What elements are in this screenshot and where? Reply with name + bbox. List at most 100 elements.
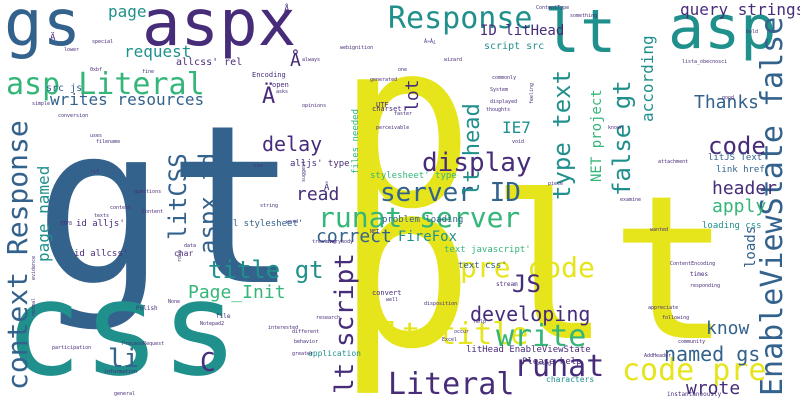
cloud-word: context Response bbox=[1, 120, 34, 390]
cloud-word: evidence bbox=[31, 255, 37, 280]
cloud-word: context bbox=[110, 205, 132, 211]
cloud-word: wanted bbox=[650, 227, 669, 233]
cloud-word: Polish bbox=[136, 305, 158, 312]
cloud-word: rel stylesheet' bbox=[222, 219, 304, 229]
cloud-word: greater bbox=[292, 351, 314, 357]
cloud-word: research bbox=[316, 315, 341, 321]
cloud-word: char bbox=[174, 249, 194, 258]
cloud-word: Ã bbox=[324, 183, 330, 193]
cloud-word: disposition bbox=[424, 301, 458, 307]
cloud-word: Ä bbox=[262, 84, 276, 109]
cloud-word: examine bbox=[620, 197, 642, 203]
cloud-word: ID litHead bbox=[480, 23, 565, 39]
cloud-word: stylesheet' type bbox=[370, 171, 457, 181]
cloud-word: faster bbox=[394, 111, 413, 117]
cloud-word: gs bbox=[4, 0, 82, 61]
cloud-word: different bbox=[292, 329, 320, 335]
cloud-word: lot bbox=[402, 79, 423, 112]
cloud-word: header bbox=[712, 178, 778, 199]
cloud-word: aspx bbox=[142, 0, 297, 61]
cloud-word: Page_Init bbox=[188, 282, 286, 303]
cloud-word: script src bbox=[484, 41, 545, 52]
cloud-word: System bbox=[490, 87, 509, 93]
cloud-word: according bbox=[638, 35, 657, 122]
cloud-word: litCSS bbox=[164, 153, 192, 240]
cloud-word: Excel bbox=[442, 337, 458, 343]
cloud-word: asks bbox=[276, 89, 289, 95]
cloud-word: display bbox=[422, 148, 532, 178]
cloud-word: write bbox=[496, 319, 587, 354]
cloud-word: delay bbox=[262, 132, 323, 156]
cloud-word: correct bbox=[316, 226, 392, 247]
cloud-word: uses bbox=[90, 133, 103, 139]
cloud-word: Å bbox=[284, 5, 290, 15]
cloud-word: loads bbox=[743, 225, 759, 268]
cloud-word: appreciate bbox=[648, 305, 679, 311]
cloud-word: Encoding bbox=[252, 71, 286, 79]
cloud-word: litHead EnableViewState bbox=[466, 345, 591, 355]
cloud-word: lt title bbox=[384, 317, 529, 352]
cloud-word: word bbox=[286, 219, 299, 225]
cloud-word: csv bbox=[254, 163, 264, 169]
cloud-word: id alljs' bbox=[76, 219, 125, 229]
cloud-word: special bbox=[92, 39, 114, 45]
cloud-word: piece bbox=[548, 181, 564, 187]
cloud-word: one bbox=[398, 67, 408, 73]
cloud-word: characters bbox=[546, 375, 595, 384]
cloud-word: NET bbox=[370, 229, 380, 235]
cloud-word: css bbox=[4, 253, 239, 400]
cloud-word: know bbox=[706, 318, 750, 339]
cloud-word: false gt bbox=[608, 80, 636, 196]
cloud-word: li bbox=[108, 344, 140, 374]
cloud-word: void bbox=[512, 139, 525, 145]
cloud-word: code pre bbox=[622, 353, 767, 388]
cloud-word: something bbox=[570, 13, 598, 19]
cloud-word: conversion bbox=[58, 113, 89, 119]
cloud-word: feeling bbox=[529, 82, 535, 104]
cloud-word: rif bbox=[90, 169, 100, 175]
cloud-word: files needed bbox=[351, 108, 361, 174]
cloud-word: runat server bbox=[318, 201, 521, 234]
cloud-word: lt script bbox=[330, 253, 360, 394]
cloud-word: read bbox=[296, 184, 340, 205]
cloud-word: data bbox=[184, 243, 197, 249]
cloud-word: problem loading bbox=[382, 215, 464, 225]
cloud-word: server ID bbox=[380, 178, 521, 208]
cloud-word: instantaneously bbox=[667, 391, 722, 398]
cloud-word: Please help bbox=[522, 357, 582, 367]
cloud-word: lt bbox=[490, 153, 731, 386]
cloud-word: src js bbox=[46, 83, 83, 94]
cloud-word: following bbox=[662, 315, 690, 321]
cloud-word: AddHeader bbox=[644, 353, 672, 359]
cloud-word: information bbox=[104, 369, 138, 375]
cloud-word: p bbox=[336, 0, 475, 260]
cloud-word: Thanks bbox=[694, 92, 760, 113]
cloud-word: texts bbox=[94, 213, 110, 219]
cloud-word: string bbox=[260, 203, 279, 209]
cloud-word: participation bbox=[52, 345, 92, 351]
cloud-word: code bbox=[708, 132, 766, 160]
cloud-word: charset bbox=[372, 105, 402, 113]
cloud-word: Content bbox=[142, 209, 164, 215]
cloud-word: text javascript' bbox=[444, 245, 531, 255]
cloud-word: filename bbox=[96, 139, 121, 145]
cloud-word: Notepad2 bbox=[200, 321, 225, 327]
cloud-word: asp bbox=[668, 0, 777, 63]
cloud-word: wrote bbox=[686, 378, 741, 399]
cloud-word: opinions bbox=[302, 103, 327, 109]
cloud-word: help bbox=[474, 319, 487, 325]
cloud-word: Literal bbox=[388, 367, 515, 400]
cloud-word: page bbox=[108, 2, 147, 21]
cloud-word: Å bbox=[290, 50, 301, 71]
cloud-word: wizard bbox=[444, 57, 463, 63]
cloud-word: UTF bbox=[376, 101, 389, 109]
cloud-word: fine bbox=[142, 69, 155, 75]
cloud-word: thoughts bbox=[486, 107, 511, 113]
cloud-word: NET project bbox=[589, 89, 605, 182]
cloud-word: known bbox=[608, 125, 624, 131]
cloud-word: commonly bbox=[492, 75, 517, 81]
cloud-word: lt bbox=[544, 0, 617, 67]
cloud-word: simple bbox=[32, 101, 51, 107]
cloud-word: times bbox=[690, 271, 709, 278]
cloud-word: convert bbox=[372, 289, 402, 297]
